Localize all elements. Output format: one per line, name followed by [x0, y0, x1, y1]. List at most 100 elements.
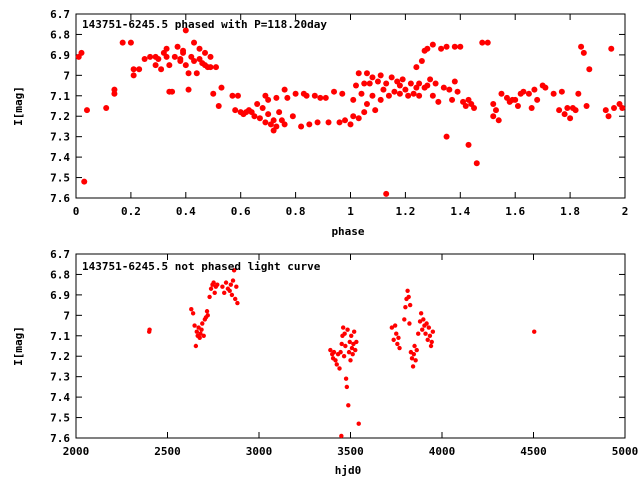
plot-frame: [75, 13, 626, 199]
data-point: [281, 86, 288, 93]
x-tick-label: 2500: [154, 445, 181, 458]
data-point: [414, 347, 419, 353]
data-point: [512, 96, 519, 103]
data-point: [451, 78, 458, 85]
data-point: [284, 94, 291, 101]
data-point: [361, 80, 368, 87]
data-point: [416, 92, 423, 99]
data-point: [490, 113, 497, 120]
data-point: [608, 45, 615, 52]
y-tick-label: 6.8: [50, 28, 70, 41]
data-point: [424, 82, 431, 89]
x-tick-label: 2: [622, 205, 629, 218]
data-point: [558, 88, 565, 95]
data-point: [311, 92, 318, 99]
data-point: [430, 329, 436, 334]
data-point: [421, 317, 426, 322]
data-point: [174, 43, 181, 50]
data-point: [196, 45, 203, 52]
data-point: [619, 105, 626, 112]
chart-title: 143751-6245.5 phased with P=118.20day: [82, 18, 327, 31]
data-point: [575, 90, 582, 97]
data-point: [479, 39, 486, 46]
data-point: [443, 133, 450, 140]
data-point: [342, 117, 349, 124]
data-point: [572, 107, 579, 114]
x-axis-label: phase: [331, 225, 364, 238]
x-tick-label: 4500: [520, 445, 547, 458]
x-tick-label: 1.2: [395, 205, 415, 218]
data-point: [528, 105, 535, 112]
data-point: [78, 49, 85, 56]
data-point: [193, 343, 199, 349]
data-point: [83, 107, 90, 114]
data-point: [366, 80, 373, 87]
data-point: [273, 94, 280, 101]
data-point: [346, 403, 351, 408]
data-point: [147, 327, 152, 332]
x-tick-label: 1.4: [450, 205, 470, 218]
data-point: [210, 90, 217, 97]
data-point: [423, 331, 428, 336]
data-point: [158, 66, 165, 73]
data-point: [251, 113, 258, 120]
plot-frame: [75, 253, 626, 439]
data-point: [254, 100, 261, 107]
data-point: [231, 268, 237, 273]
data-point: [147, 53, 154, 60]
data-point: [342, 331, 347, 336]
data-point: [229, 92, 236, 99]
y-tick-label: 7.5: [50, 412, 70, 425]
data-point: [402, 317, 407, 322]
data-point: [462, 103, 469, 109]
phased-light-curve-panel: 6.7 6.8 6.9 7 7.1 7.2 7.3 7.4 7.5 7.60 0.2 0.4 0.6 0.…: [12, 8, 628, 238]
y-tick-label: 7: [63, 69, 70, 82]
data-point: [531, 86, 538, 93]
data-points: [147, 268, 537, 439]
data-point: [191, 58, 198, 65]
x-tick-label: 3000: [246, 445, 273, 458]
data-point: [347, 339, 352, 345]
data-point: [197, 335, 202, 341]
x-tick-label: 0: [73, 205, 80, 218]
data-point: [331, 88, 338, 95]
data-point: [207, 294, 212, 300]
y-tick-label: 6.9: [50, 49, 70, 62]
data-point: [405, 92, 412, 99]
data-point: [194, 329, 199, 334]
data-point: [410, 90, 417, 97]
data-point: [339, 341, 344, 347]
data-point: [177, 55, 184, 62]
data-point: [289, 113, 296, 120]
data-point: [418, 58, 425, 65]
data-point: [185, 86, 192, 93]
data-point: [230, 278, 236, 283]
data-point: [372, 107, 379, 114]
data-point: [306, 121, 313, 128]
data-point: [385, 92, 392, 99]
data-point: [322, 94, 329, 101]
data-point: [166, 62, 173, 69]
data-point: [407, 321, 412, 326]
data-point: [454, 88, 461, 95]
y-tick-label: 7.3: [50, 371, 70, 384]
x-tick-label: 2000: [63, 445, 90, 458]
data-point: [223, 280, 229, 285]
data-point: [406, 294, 411, 300]
data-point: [363, 100, 370, 107]
data-point: [355, 70, 362, 77]
data-point: [208, 286, 214, 291]
data-point: [440, 84, 447, 91]
x-tick-label: 1.6: [505, 205, 525, 218]
data-point: [580, 49, 587, 56]
x-tick-label: 1: [347, 205, 354, 218]
data-point: [389, 325, 395, 330]
x-tick-label: 0.8: [286, 205, 306, 218]
data-point: [119, 39, 126, 46]
data-point: [363, 70, 370, 77]
data-point: [395, 341, 400, 347]
data-point: [317, 94, 324, 101]
data-point: [111, 86, 118, 93]
data-point: [227, 288, 232, 293]
data-point: [127, 39, 134, 46]
